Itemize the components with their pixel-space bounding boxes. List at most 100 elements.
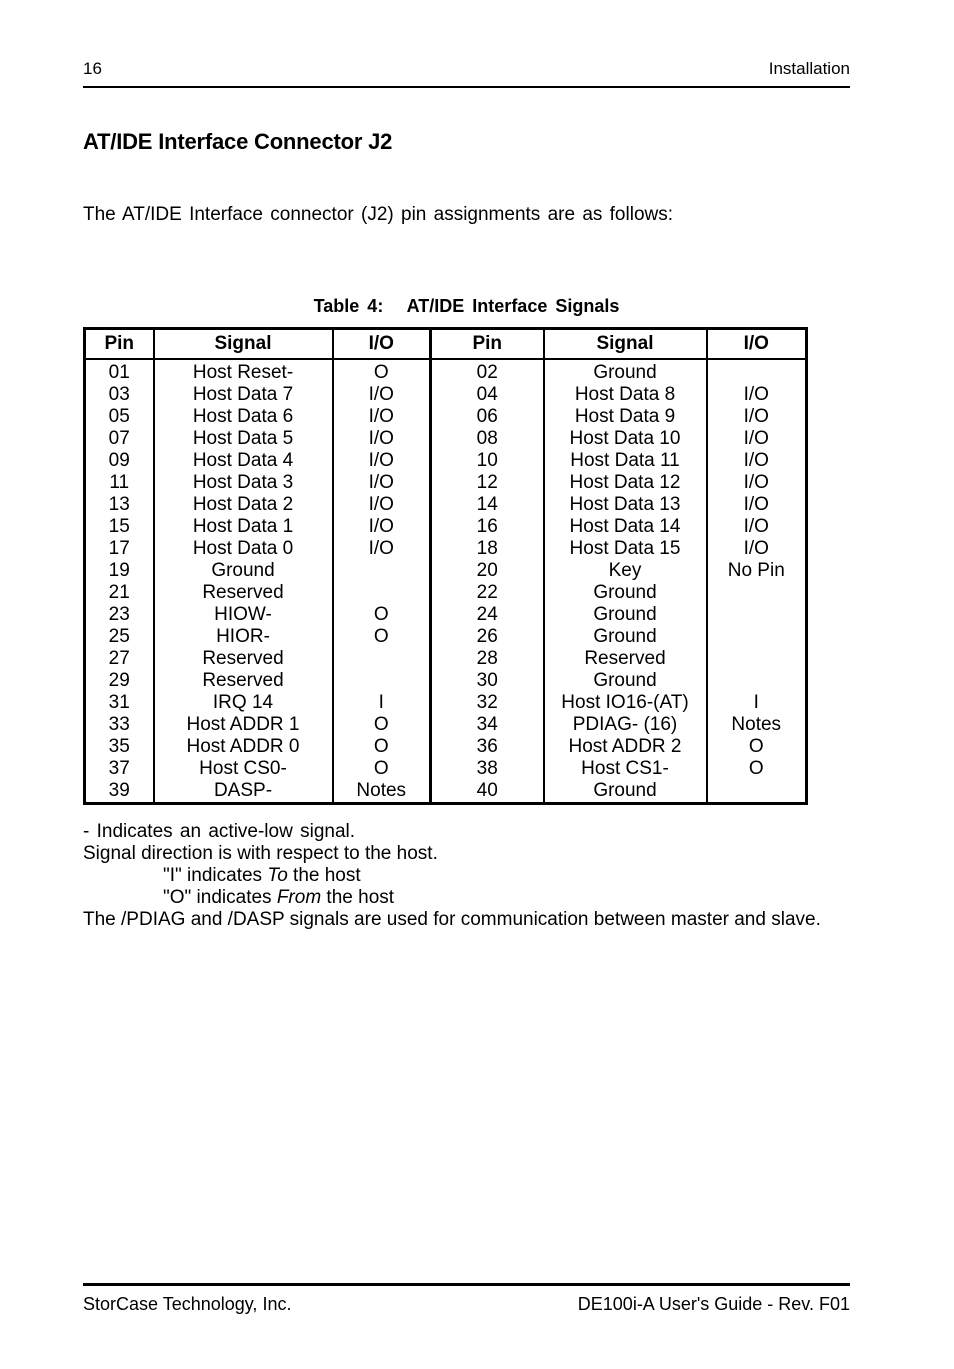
footer-document-title: DE100i-A User's Guide - Rev. F01 xyxy=(577,1294,850,1314)
table-row: 09 Host Data 4 I/O 10 Host Data 11 I/O xyxy=(84,449,807,472)
pin-cell: 31 xyxy=(84,691,155,714)
signal-cell: DASP- xyxy=(153,779,334,803)
page-title: AT/IDE Interface Connector J2 xyxy=(83,129,393,154)
table-row: 13 Host Data 2 I/O 14 Host Data 13 I/O xyxy=(84,493,807,516)
io-cell: I/O xyxy=(332,471,432,494)
signal-cell: Host Reset- xyxy=(153,358,334,384)
table-row: 19 Ground 20 Key No Pin xyxy=(84,559,807,582)
signal-cell: Reserved xyxy=(543,647,708,670)
pin-cell: 10 xyxy=(430,449,545,472)
io-cell xyxy=(707,582,807,604)
signal-cell: Host CS1- xyxy=(543,757,708,780)
table-row: 29 Reserved 30 Ground xyxy=(84,669,807,692)
column-header-io-left: I/O xyxy=(332,328,432,360)
pin-cell: 32 xyxy=(430,691,545,714)
signal-cell: Key xyxy=(543,559,708,582)
signal-cell: Host Data 7 xyxy=(153,383,334,406)
table-header: Pin Signal I/O Pin Signal I/O xyxy=(84,328,807,360)
pin-assignment-table: Pin Signal I/O Pin Signal I/O 01 Host Res… xyxy=(83,327,808,805)
io-cell: I/O xyxy=(332,493,432,516)
table-row: 17 Host Data 0 I/O 18 Host Data 15 I/O xyxy=(84,537,807,560)
io-cell xyxy=(707,604,807,626)
pin-cell: 19 xyxy=(84,559,155,582)
pin-cell: 35 xyxy=(84,735,155,758)
footnote-active-low: - Indicates an active-low signal. xyxy=(83,820,356,842)
io-cell xyxy=(707,626,807,648)
io-cell: I/O xyxy=(332,515,432,538)
signal-cell: Ground xyxy=(543,669,708,692)
running-header: 16 Installation xyxy=(83,0,850,88)
pin-cell: 34 xyxy=(430,713,545,736)
io-cell: I xyxy=(753,691,759,713)
signal-cell: PDIAG- (16) xyxy=(543,713,708,736)
column-header-io-right: I/O xyxy=(706,328,807,360)
signal-cell: Host Data 0 xyxy=(153,537,334,560)
pin-cell: 37 xyxy=(84,757,155,780)
signal-cell: Ground xyxy=(543,603,708,626)
pin-cell: 22 xyxy=(430,581,545,604)
column-header-pin-left: Pin xyxy=(84,328,155,360)
pin-cell: 01 xyxy=(84,358,155,384)
footnote-o-suffix: the host xyxy=(321,886,395,908)
pin-cell: 40 xyxy=(430,779,545,803)
pin-cell: 26 xyxy=(430,625,545,648)
io-cell xyxy=(332,559,432,582)
pin-cell: 28 xyxy=(430,647,545,670)
io-cell: I/O xyxy=(743,383,769,405)
pin-cell: 03 xyxy=(84,383,155,406)
pin-cell: 06 xyxy=(430,405,545,428)
pin-cell: 05 xyxy=(84,405,155,428)
signal-cell: Host Data 2 xyxy=(153,493,334,516)
table-row: 07 Host Data 5 I/O 08 Host Data 10 I/O xyxy=(84,427,807,450)
pin-cell: 24 xyxy=(430,603,545,626)
signal-cell: Host Data 4 xyxy=(153,449,334,472)
pin-cell: 02 xyxy=(430,358,545,384)
pin-cell: 04 xyxy=(430,383,545,406)
signal-cell: Reserved xyxy=(153,647,334,670)
table-row: 03 Host Data 7 I/O 04 Host Data 8 I/O xyxy=(84,383,807,406)
io-cell: I xyxy=(332,691,432,714)
pin-table-body: 01 Host Reset- O 02 Ground 03 Host Data 7 I/O 04… xyxy=(84,358,807,804)
footnote-pdiag-dasp: The /PDIAG and /DASP signals are used fo… xyxy=(83,908,821,930)
signal-cell: Host Data 15 xyxy=(543,537,708,560)
table-row: 39 DASP- Notes 40 Ground xyxy=(84,779,807,804)
io-cell: O xyxy=(332,713,432,736)
signal-cell: Host ADDR 1 xyxy=(153,713,334,736)
io-cell: I/O xyxy=(743,427,769,449)
footnote-o-direction: "O" indicates From the host xyxy=(83,887,850,909)
io-cell: I/O xyxy=(332,449,432,472)
pin-cell: 09 xyxy=(84,449,155,472)
running-footer: StorCase Technology, Inc. DE100i-A User'… xyxy=(83,1283,850,1315)
io-cell: O xyxy=(332,625,432,648)
pin-cell: 13 xyxy=(84,493,155,516)
io-cell xyxy=(707,780,807,804)
signal-cell: Host Data 3 xyxy=(153,471,334,494)
table-row: 27 Reserved 28 Reserved xyxy=(84,647,807,670)
table-row: 25 HIOR- O 26 Ground xyxy=(84,625,807,648)
signal-cell: IRQ 14 xyxy=(153,691,334,714)
table-row: 01 Host Reset- O 02 Ground xyxy=(84,358,807,384)
table-row: 21 Reserved 22 Ground xyxy=(84,581,807,604)
footnote-o-italic: From xyxy=(276,886,322,908)
signal-cell: Host Data 8 xyxy=(543,383,708,406)
io-cell: O xyxy=(332,735,432,758)
table-row: 05 Host Data 6 I/O 06 Host Data 9 I/O xyxy=(84,405,807,428)
io-cell: I/O xyxy=(332,427,432,450)
pin-cell: 25 xyxy=(84,625,155,648)
footnote-signal-direction: Signal direction is with respect to the … xyxy=(83,842,438,864)
page-number: 16 xyxy=(83,59,102,78)
io-cell xyxy=(707,648,807,670)
io-cell: I/O xyxy=(332,537,432,560)
footnote-i-prefix: "I" indicates xyxy=(163,864,268,886)
pin-cell: 27 xyxy=(84,647,155,670)
signal-cell: Ground xyxy=(543,581,708,604)
signal-cell: Host Data 14 xyxy=(543,515,708,538)
io-cell: I/O xyxy=(743,493,769,515)
io-cell: I/O xyxy=(332,405,432,428)
pin-cell: 14 xyxy=(430,493,545,516)
io-cell: I/O xyxy=(743,471,769,493)
io-cell: O xyxy=(332,757,432,780)
footnote-i-direction: "I" indicates To the host xyxy=(83,865,850,887)
signal-cell: Ground xyxy=(543,358,708,384)
